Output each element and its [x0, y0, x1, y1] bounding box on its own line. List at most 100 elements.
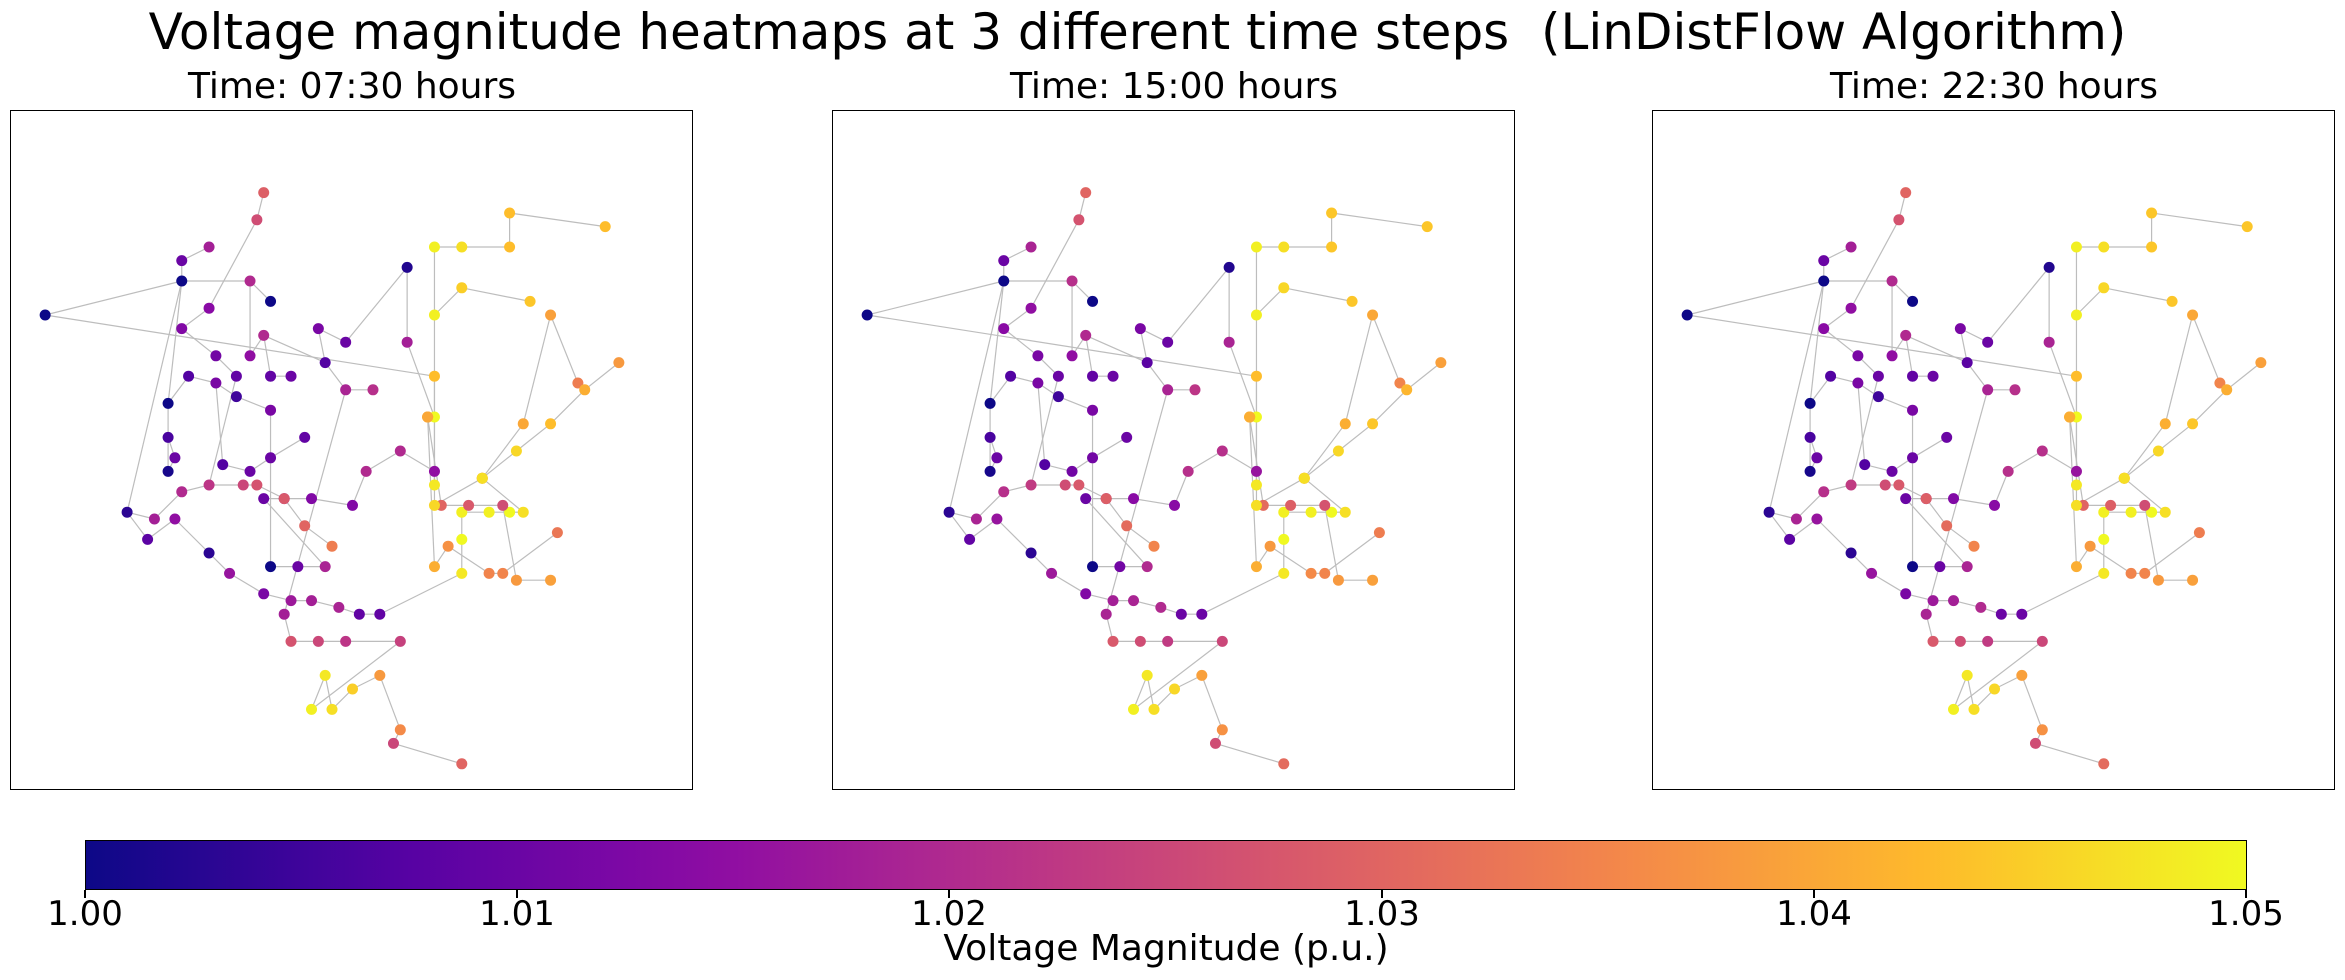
- network-edge: [1687, 314, 2077, 377]
- bus-node: [1134, 635, 1146, 647]
- bus-node: [142, 533, 154, 545]
- network-edge: [1092, 436, 1127, 459]
- bus-node: [183, 370, 195, 382]
- network-edge: [509, 212, 606, 228]
- network-edge: [174, 518, 210, 554]
- bus-node: [483, 506, 495, 518]
- bus-node: [524, 295, 536, 307]
- bus-node: [1784, 533, 1796, 545]
- network-edge: [311, 498, 353, 506]
- network-edge: [167, 280, 183, 404]
- network-edge: [181, 307, 210, 330]
- bus-node: [1982, 635, 1994, 647]
- bus-node: [312, 323, 324, 335]
- bus-node: [504, 506, 516, 518]
- bus-node: [1216, 724, 1228, 736]
- network-edge: [1331, 212, 1428, 228]
- bus-node: [2070, 479, 2082, 491]
- bus-node: [1052, 391, 1064, 403]
- network-edge: [1338, 423, 1373, 452]
- network-edge: [154, 491, 183, 520]
- bus-node: [285, 595, 297, 607]
- bus-node: [1373, 527, 1385, 539]
- network-edge: [434, 287, 463, 316]
- network-edge: [2021, 675, 2043, 731]
- bus-node: [1182, 465, 1194, 477]
- network-edge: [1283, 287, 1353, 302]
- bus-node: [1087, 370, 1099, 382]
- network-edge: [2103, 287, 2173, 302]
- bus-node: [613, 357, 625, 369]
- bus-node: [299, 520, 311, 532]
- network-edge: [1850, 219, 1900, 309]
- network-edge: [1372, 314, 1401, 384]
- bus-node: [1941, 431, 1953, 443]
- bus-node: [1196, 608, 1208, 620]
- network-edge: [1051, 572, 1087, 595]
- bus-node: [504, 241, 516, 253]
- bus-node: [333, 601, 345, 613]
- bus-node: [169, 452, 181, 464]
- bus-node: [1886, 465, 1898, 477]
- heatmap-panel-0730: [10, 110, 693, 790]
- network-edge: [1959, 328, 1968, 363]
- colorbar-tick-label: 1.03: [1344, 894, 1420, 934]
- bus-node: [1681, 309, 1693, 321]
- network-edge: [1201, 572, 1285, 615]
- network-edge: [2076, 287, 2105, 316]
- bus-node: [203, 241, 215, 253]
- network-edge: [989, 375, 1012, 404]
- bus-node: [1948, 493, 1960, 505]
- bus-node: [230, 391, 242, 403]
- bus-node: [1920, 608, 1932, 620]
- bus-node: [1421, 221, 1433, 233]
- network-edge: [1249, 416, 1264, 506]
- bus-node: [2159, 418, 2171, 430]
- bus-node: [1326, 207, 1338, 219]
- network-edge: [1372, 389, 1408, 425]
- network-plot-3: [1681, 187, 2267, 770]
- bus-node: [861, 309, 873, 321]
- bus-node: [265, 561, 277, 573]
- bus-node: [210, 377, 222, 389]
- bus-node: [1804, 465, 1816, 477]
- bus-node: [2146, 207, 2158, 219]
- bus-node: [456, 758, 468, 770]
- network-edge: [1003, 307, 1032, 330]
- bus-node: [203, 479, 215, 491]
- bus-node: [121, 506, 133, 518]
- bus-node: [319, 669, 331, 681]
- network-edge: [2021, 572, 2105, 615]
- network-edge: [502, 505, 518, 581]
- network-edge: [1966, 362, 1989, 391]
- network-edge: [427, 416, 442, 506]
- bus-node: [984, 431, 996, 443]
- bus-node: [2064, 411, 2076, 423]
- network-edge: [208, 219, 258, 309]
- bus-node: [1435, 357, 1447, 369]
- network-edge: [379, 675, 401, 731]
- network-edge: [1768, 511, 1791, 540]
- bus-node: [1278, 758, 1290, 770]
- bus-node: [203, 302, 215, 314]
- network-edge: [1878, 396, 1913, 411]
- network-edge: [263, 334, 326, 364]
- bus-node: [162, 397, 174, 409]
- network-edge: [215, 382, 224, 465]
- bus-node: [1763, 506, 1775, 518]
- bus-node: [545, 418, 557, 430]
- network-edge: [2158, 423, 2193, 452]
- bus-node: [2098, 282, 2110, 294]
- colorbar-title: Voltage Magnitude (p.u.): [943, 928, 1389, 969]
- network-edge: [1132, 675, 1148, 710]
- bus-node: [2043, 261, 2055, 273]
- bus-node: [428, 241, 440, 253]
- bus-node: [401, 261, 413, 273]
- network-edge: [263, 335, 272, 377]
- network-edge: [1256, 287, 1285, 316]
- bus-node: [374, 608, 386, 620]
- network-edge: [311, 640, 401, 710]
- bus-node: [2221, 384, 2233, 396]
- network-edge: [147, 518, 176, 540]
- bus-node: [2146, 506, 2158, 518]
